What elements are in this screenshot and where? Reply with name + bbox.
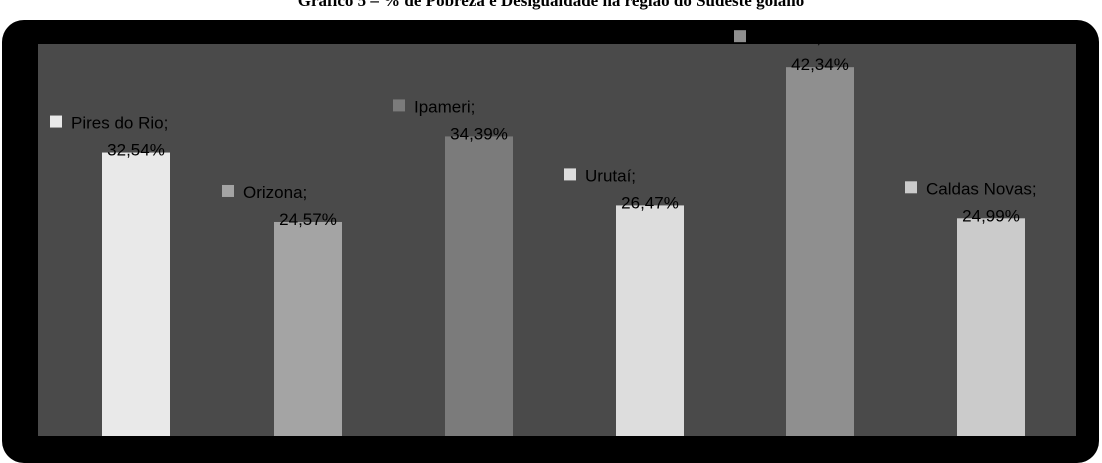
value-label: 34,39% [450,124,508,143]
value-label: 26,47% [621,193,679,212]
bar-caldas-novas [957,218,1025,436]
value-label: 32,54% [107,141,165,160]
category-label: Pires do Rio; [71,114,168,133]
legend-key-icon [50,115,62,128]
legend-key-icon [564,168,576,181]
category-label: Orizona; [243,183,307,202]
plot-area [38,44,1076,436]
bar-ipameri [445,136,513,436]
category-label: Ipameri; [414,97,475,116]
legend-key-icon [905,181,917,194]
legend-key-icon [734,30,746,43]
chart-title: Gráfico 5 – % de Pobreza e Desigualdade … [297,0,805,10]
bar-pires-do-rio [102,152,170,436]
category-label: Palmelo; [755,28,821,47]
value-label: 24,57% [279,210,337,229]
category-label: Caldas Novas; [926,179,1037,198]
bar-palmelo [786,67,854,436]
value-label: 24,99% [962,206,1020,225]
bar-orizona [274,221,342,436]
value-label: 42,34% [791,55,849,74]
legend-key-icon [393,99,405,112]
bar-uruta- [616,205,684,436]
category-label: Urutaí; [585,166,636,185]
legend-key-icon [222,184,234,197]
